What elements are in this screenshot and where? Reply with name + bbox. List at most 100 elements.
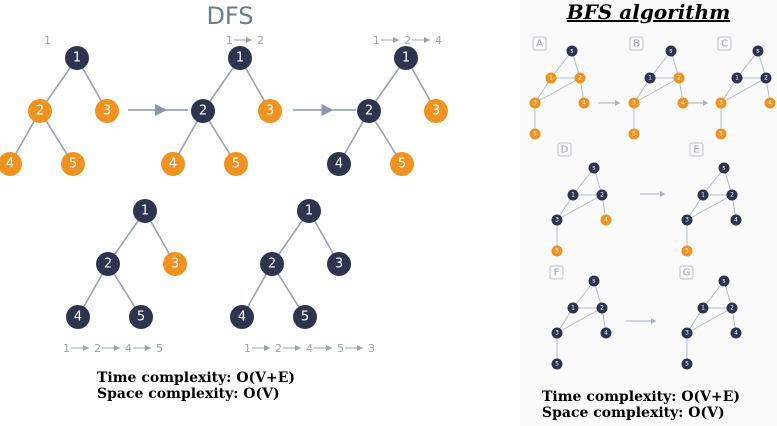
bfs-node-label-2: 2 <box>578 75 582 82</box>
dfs-graph-step-3: 1 2 3 4 5 <box>327 46 448 176</box>
dfs-node-3 <box>258 99 282 123</box>
bfs-edge-s-1 <box>550 50 573 79</box>
bfs-node-5 <box>681 358 693 370</box>
bfs-node-5 <box>681 245 693 257</box>
dfs-node-label-2: 2 <box>199 104 207 119</box>
bfs-node-label-4: 4 <box>582 100 586 107</box>
dfs-order-arrow-head <box>295 345 301 351</box>
bfs-step-label: C <box>721 39 728 50</box>
dfs-order-step-5: 1 2 4 5 3 <box>244 342 375 355</box>
dfs-order-arrow-head <box>145 345 151 351</box>
bfs-node-1 <box>545 72 557 84</box>
dfs-node-1 <box>65 46 89 70</box>
dfs-node-label-2: 2 <box>365 104 373 119</box>
bfs-edge-2-3 <box>556 194 603 221</box>
bfs-step-label: B <box>633 39 640 50</box>
dfs-node-2 <box>357 99 381 123</box>
bfs-node-label-2: 2 <box>600 305 604 312</box>
dfs-title: DFS <box>206 2 254 30</box>
bfs-node-label-3: 3 <box>555 330 559 337</box>
dfs-order-arrow-head <box>393 37 399 43</box>
dfs-node-3 <box>327 252 351 276</box>
dfs-order-step-3: 1 2 4 <box>373 34 442 47</box>
bfs-node-2 <box>726 189 738 201</box>
bfs-node-1 <box>697 302 709 314</box>
bfs-step-label: D <box>561 145 569 156</box>
bfs-node-3 <box>551 327 563 339</box>
bfs-node-label-1: 1 <box>735 75 739 82</box>
dfs-node-5 <box>293 305 317 329</box>
dfs-node-4 <box>327 152 351 176</box>
bfs-node-label-2: 2 <box>677 75 681 82</box>
dfs-node-label-1: 1 <box>73 51 81 66</box>
bfs-node-label-s: s <box>722 165 725 172</box>
dfs-graph-step-2: 1 2 3 4 5 <box>161 46 282 176</box>
dfs-node-4 <box>0 152 22 176</box>
bfs-node-label-s: s <box>669 48 672 55</box>
bfs-node-4 <box>600 214 612 226</box>
bfs-node-label-3: 3 <box>533 100 537 107</box>
dfs-node-label-5: 5 <box>398 157 406 172</box>
dfs-order-node-5: 5 <box>156 342 163 355</box>
dfs-node-4 <box>230 305 254 329</box>
bfs-graph-step-E: Es 1 2 3 4 5 <box>681 142 742 257</box>
dfs-node-2 <box>96 252 120 276</box>
bfs-node-label-1: 1 <box>701 305 705 312</box>
dfs-node-5 <box>390 152 414 176</box>
dfs-node-label-4: 4 <box>74 310 82 325</box>
dfs-node-label-3: 3 <box>266 104 274 119</box>
bfs-node-5 <box>529 128 541 140</box>
bfs-node-label-1: 1 <box>549 75 553 82</box>
dfs-complexity: Time complexity: O(V+E) Space complexity… <box>97 370 295 402</box>
dfs-order-node-1: 1 <box>226 34 233 47</box>
bfs-step-label-box <box>717 36 732 51</box>
bfs-node-1 <box>697 189 709 201</box>
bfs-step-label: F <box>554 268 560 279</box>
bfs-node-label-3: 3 <box>555 217 559 224</box>
bfs-graph-step-D: Ds 1 2 3 4 5 <box>551 142 612 257</box>
dfs-graph-step-1: 1 2 3 4 5 <box>0 46 119 176</box>
bfs-node-label-1: 1 <box>701 192 705 199</box>
bfs-node-label-2: 2 <box>730 192 734 199</box>
dfs-node-2 <box>28 99 52 123</box>
dfs-node-1 <box>394 46 418 70</box>
dfs-node-label-5: 5 <box>137 310 145 325</box>
dfs-node-label-4: 4 <box>6 157 14 172</box>
bfs-node-label-4: 4 <box>604 217 608 224</box>
dfs-node-1 <box>133 199 157 223</box>
bfs-edge-s-1 <box>572 280 595 309</box>
bfs-graph-step-B: Bs 1 2 3 4 5 <box>628 36 689 140</box>
dfs-order-arrow-head <box>424 37 430 43</box>
dfs-graph-step-4: 1 2 3 4 5 <box>66 199 187 329</box>
bfs-node-1 <box>644 72 656 84</box>
bfs-node-label-3: 3 <box>719 100 723 107</box>
bfs-node-label-2: 2 <box>730 305 734 312</box>
bfs-node-label-s: s <box>570 48 573 55</box>
bfs-edge-s-1 <box>572 167 595 196</box>
dfs-space-complexity: Space complexity: O(V) <box>97 386 280 403</box>
dfs-node-4 <box>161 152 185 176</box>
dfs-step-arrow-head-1 <box>155 104 167 116</box>
bfs-step-label-box <box>689 142 704 157</box>
dfs-order-step-4: 1 2 4 5 <box>63 342 163 355</box>
dfs-order-node-4: 4 <box>435 34 442 47</box>
bfs-node-label-1: 1 <box>571 305 575 312</box>
bfs-node-3 <box>681 214 693 226</box>
bfs-edge-s-1 <box>702 280 725 309</box>
bfs-node-label-2: 2 <box>764 75 768 82</box>
bfs-node-5 <box>551 358 563 370</box>
bfs-edge-2-3 <box>720 77 767 104</box>
dfs-order-node-5: 5 <box>337 342 344 355</box>
dfs-node-2 <box>260 252 284 276</box>
bfs-graph-step-A: As 1 2 3 4 5 <box>529 36 590 140</box>
bfs-node-1 <box>567 189 579 201</box>
dfs-node-3 <box>163 252 187 276</box>
bfs-node-label-s: s <box>756 48 759 55</box>
bfs-edge-s-1 <box>702 167 725 196</box>
dfs-node-label-1: 1 <box>141 204 149 219</box>
bfs-step-arrow-head-4 <box>651 318 656 324</box>
dfs-node-label-3: 3 <box>171 257 179 272</box>
